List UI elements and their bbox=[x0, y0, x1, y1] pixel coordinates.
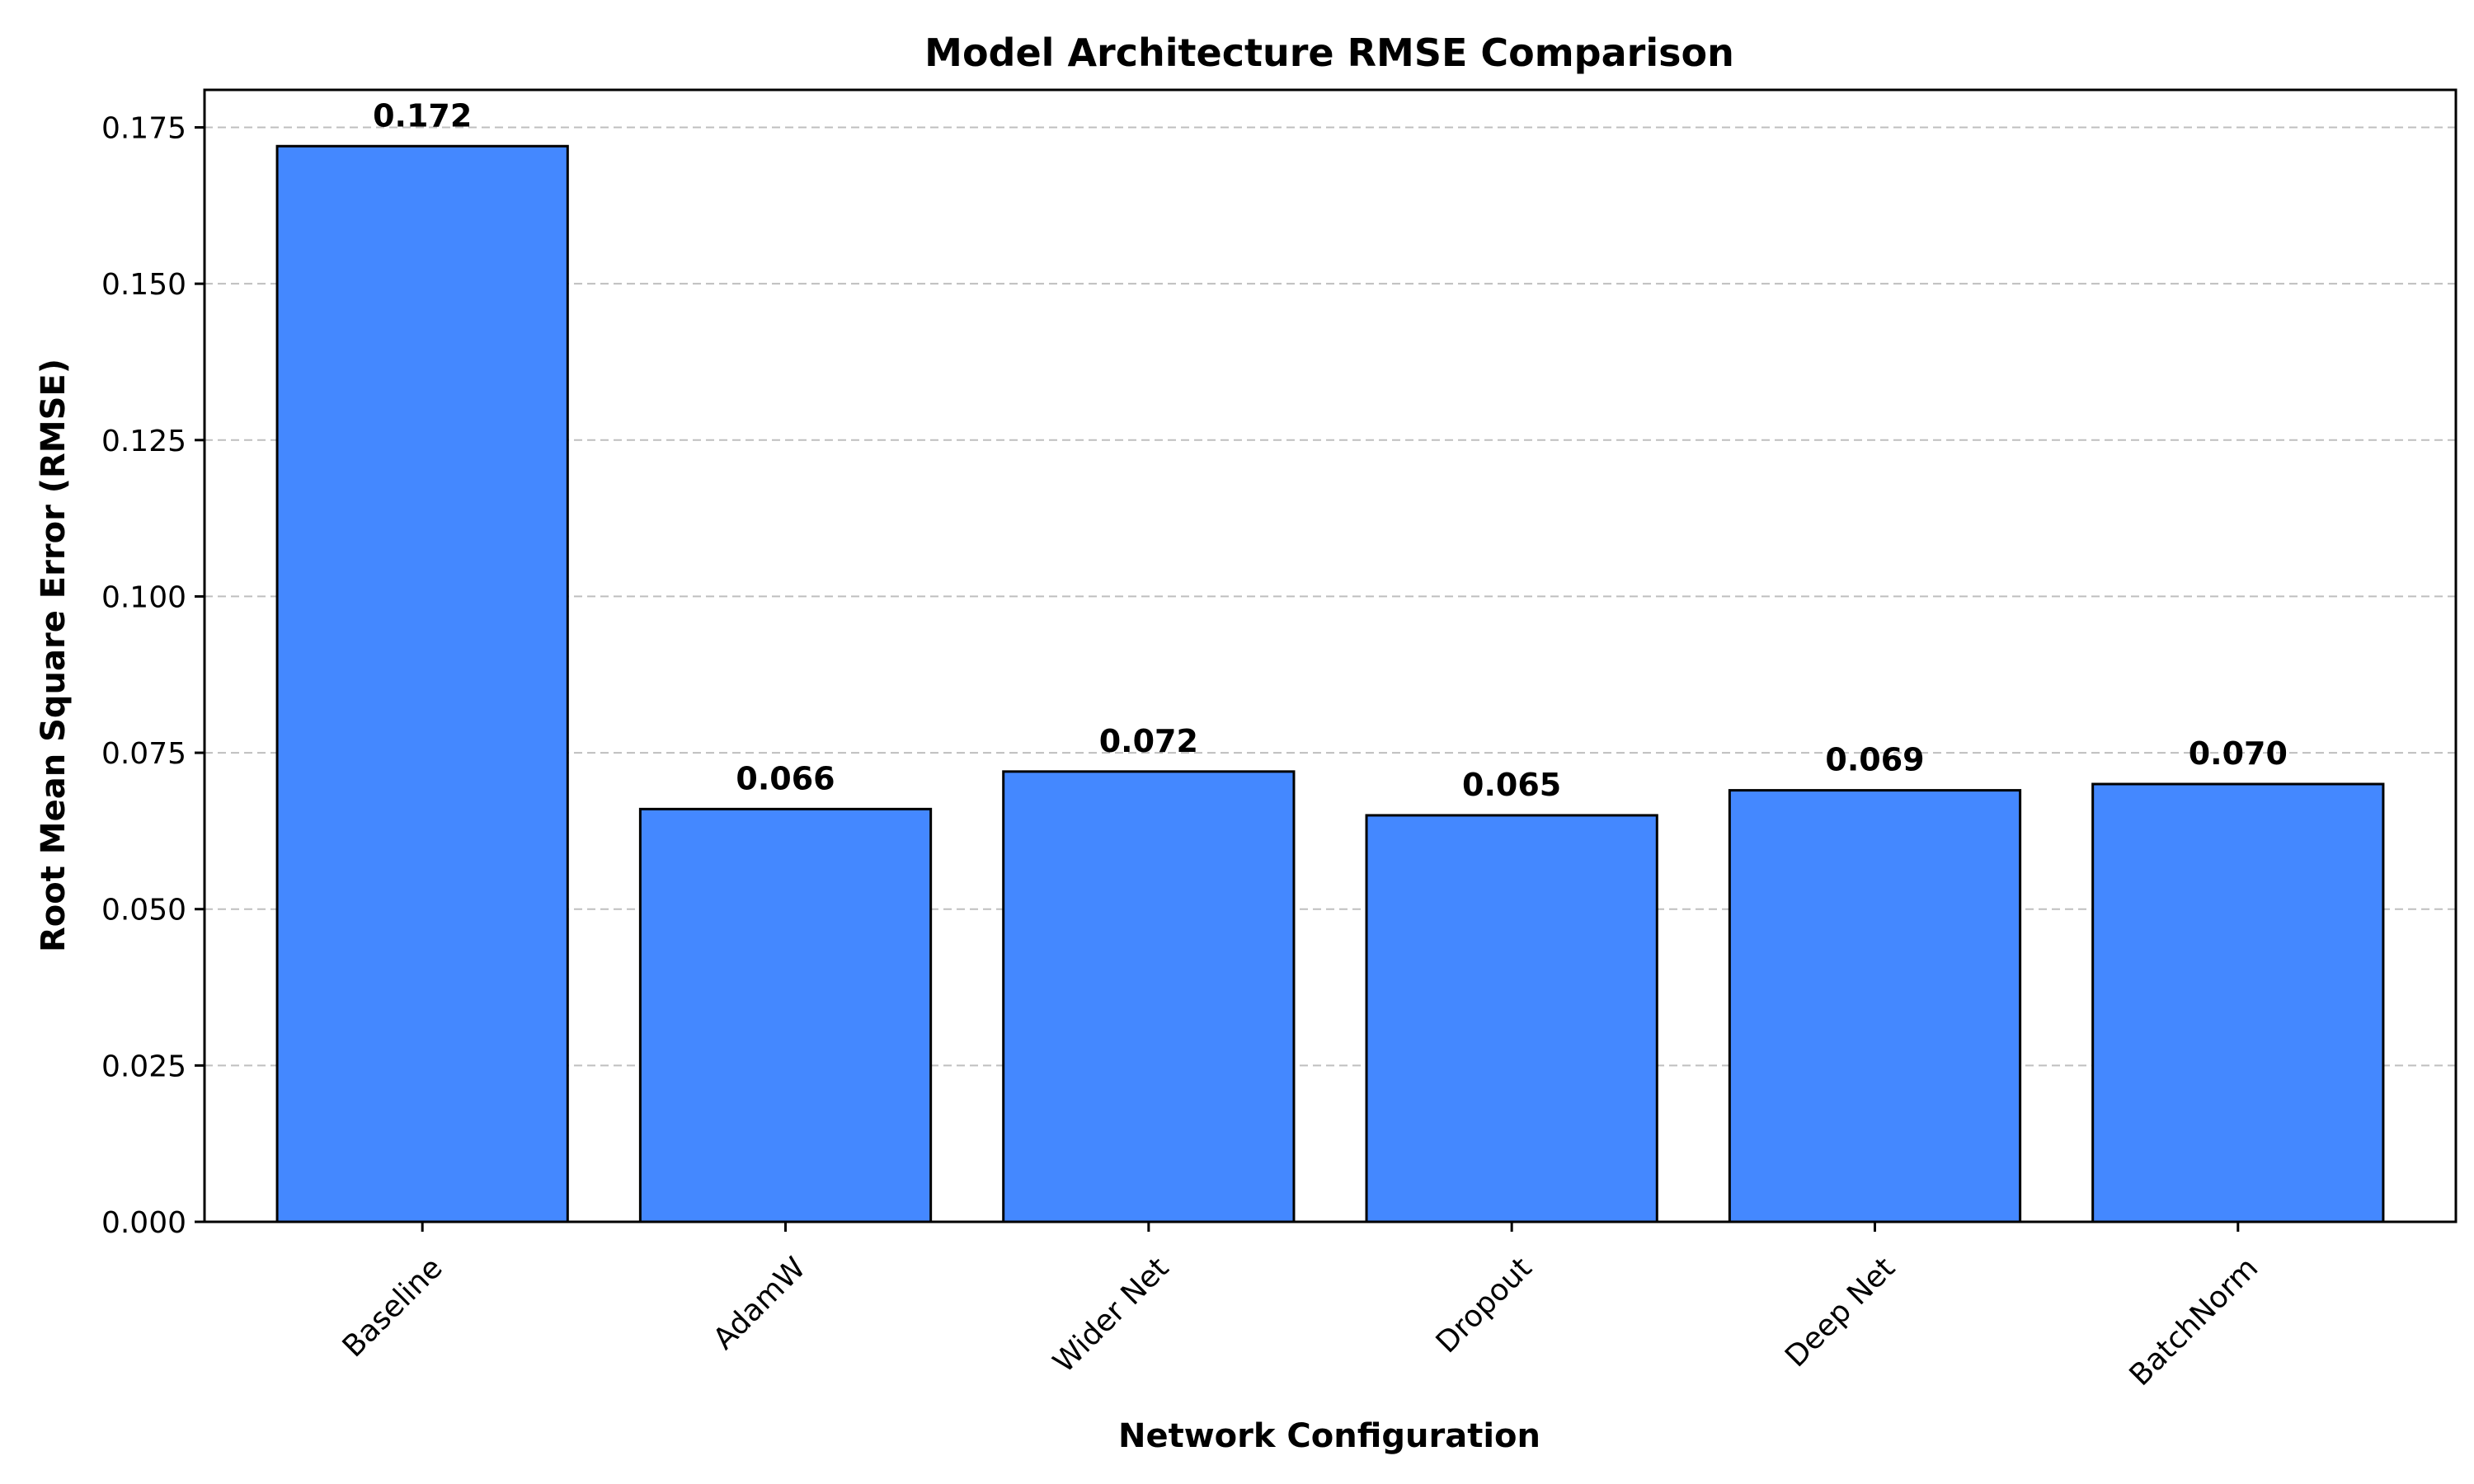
y-tick-label: 0.125 bbox=[101, 425, 186, 458]
y-tick-label: 0.025 bbox=[101, 1050, 186, 1083]
data-label: 0.070 bbox=[2189, 735, 2288, 772]
y-axis-label: Root Mean Square Error (RMSE) bbox=[35, 359, 73, 952]
plot-frame bbox=[203, 88, 2458, 1223]
data-label: 0.065 bbox=[1462, 767, 1561, 803]
x-tick-label: Deep Net bbox=[1779, 1251, 1902, 1374]
data-label: 0.072 bbox=[1099, 723, 1198, 759]
x-tick-label: BatchNorm bbox=[2124, 1251, 2265, 1392]
x-tick-label: Dropout bbox=[1430, 1251, 1539, 1360]
x-axis-label: Network Configuration bbox=[1118, 1417, 1540, 1455]
chart-title: Model Architecture RMSE Comparison bbox=[924, 31, 1734, 75]
data-label: 0.066 bbox=[736, 760, 835, 796]
bar-adamw bbox=[638, 807, 933, 1223]
bar-deep-net bbox=[1728, 789, 2022, 1223]
bar-wider-net bbox=[1002, 770, 1296, 1223]
bar-batchnorm bbox=[2091, 782, 2385, 1223]
data-label: 0.069 bbox=[1825, 742, 1924, 778]
y-tick-label: 0.100 bbox=[101, 580, 186, 614]
data-label: 0.172 bbox=[373, 97, 472, 134]
x-tick-label: Baseline bbox=[336, 1251, 449, 1364]
bar-baseline bbox=[275, 144, 569, 1223]
grid-lines bbox=[205, 126, 2456, 1067]
x-tick-label: Wider Net bbox=[1047, 1251, 1176, 1379]
y-tick-label: 0.075 bbox=[101, 737, 186, 771]
bars bbox=[275, 144, 2385, 1223]
x-tick-label: AdamW bbox=[707, 1251, 812, 1356]
y-tick-label: 0.050 bbox=[101, 894, 186, 928]
y-tick-label: 0.175 bbox=[101, 112, 186, 146]
y-tick-label: 0.150 bbox=[101, 268, 186, 302]
data-labels: 0.172 0.066 0.072 0.065 0.069 0.070 bbox=[373, 97, 2288, 803]
y-axis-ticks: 0.000 0.025 0.050 0.075 0.100 0.125 0.150 0.175 bbox=[101, 112, 205, 1240]
x-axis-ticks: Baseline AdamW Wider Net Dropout Deep Net Bat… bbox=[336, 1222, 2265, 1392]
bar-dropout bbox=[1365, 814, 1658, 1223]
y-tick-label: 0.000 bbox=[101, 1206, 186, 1240]
